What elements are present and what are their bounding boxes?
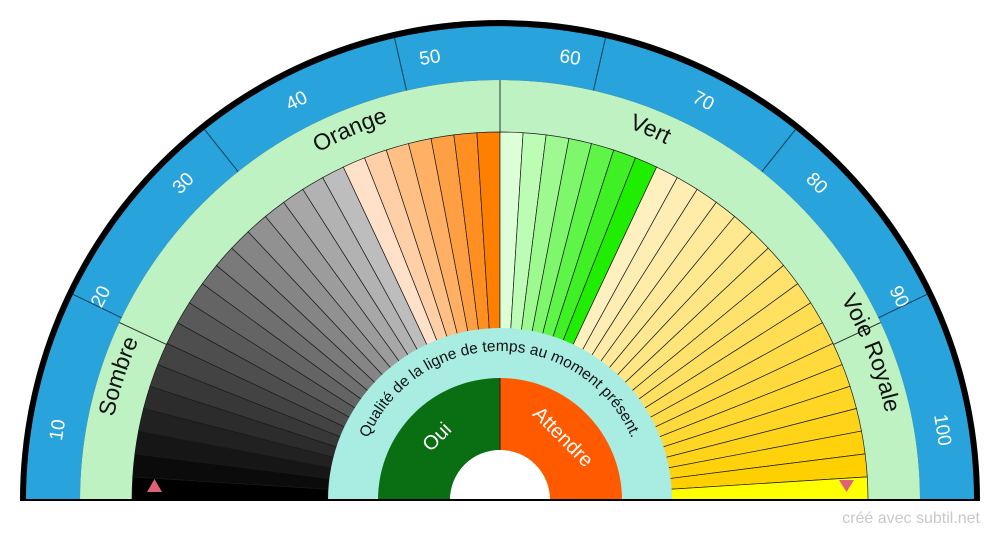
markers xyxy=(147,479,854,492)
zone-divider xyxy=(831,322,881,346)
scale-divider xyxy=(72,293,122,319)
scale-tick-label: 60 xyxy=(558,46,582,70)
scale-divider xyxy=(204,129,239,172)
zone-divider xyxy=(119,322,169,346)
answer-disc xyxy=(378,378,622,500)
scale-divider xyxy=(878,293,928,319)
scale-arc xyxy=(26,26,974,500)
scale-tick-label: 10 xyxy=(46,418,70,442)
marker-up-icon xyxy=(147,479,162,492)
scale-divider xyxy=(394,37,408,91)
center-hole xyxy=(450,450,550,500)
scale-divider xyxy=(761,129,796,172)
credit-text: créé avec subtil.net xyxy=(842,510,980,527)
answer-oui-sector xyxy=(378,378,500,500)
scale-tick-label: 100 xyxy=(929,413,955,448)
marker-down-icon xyxy=(839,480,854,492)
answer-attendre-sector xyxy=(500,378,622,500)
scale-tick-label: 50 xyxy=(418,46,442,70)
scale-divider xyxy=(592,37,606,91)
